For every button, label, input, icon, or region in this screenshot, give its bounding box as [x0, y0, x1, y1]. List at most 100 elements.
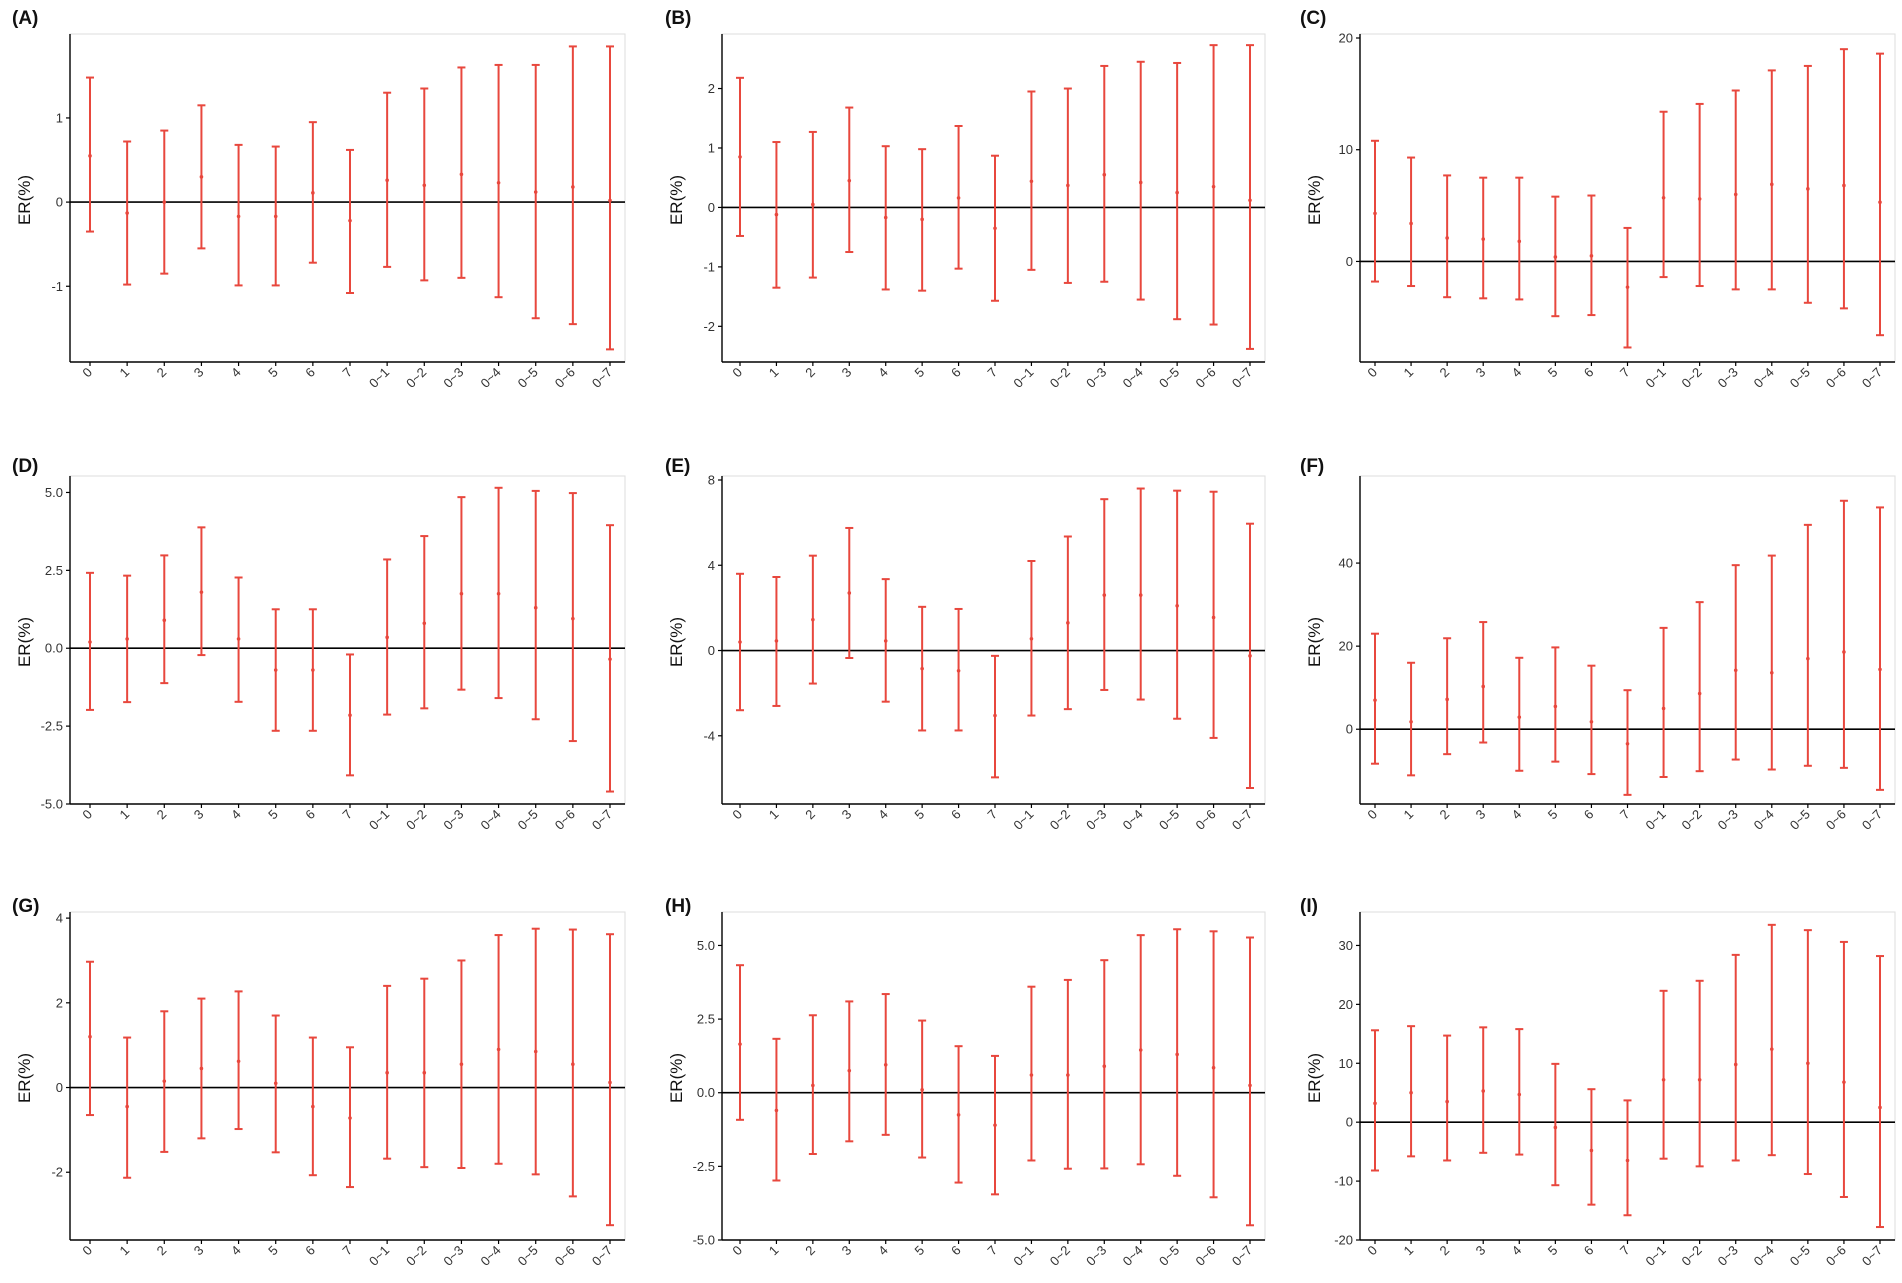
- estimate-point: [920, 217, 924, 222]
- x-tick-label: 0~6: [552, 1243, 578, 1269]
- estimate-point: [1175, 190, 1179, 195]
- x-tick-label: 1: [1400, 807, 1416, 823]
- error-bar: [1695, 979, 1704, 1168]
- x-tick-label: 4: [228, 365, 244, 381]
- x-tick-label: 0~1: [1010, 365, 1036, 391]
- y-tick-label: 10: [1339, 1056, 1353, 1071]
- error-bar: [197, 526, 206, 657]
- estimate-point: [1066, 1073, 1070, 1077]
- panel-label: (E): [665, 456, 690, 477]
- estimate-point: [1589, 1148, 1594, 1153]
- y-axis-label: ER(%): [1305, 1053, 1324, 1103]
- y-tick-label: -1: [51, 279, 63, 294]
- error-bar: [606, 45, 614, 351]
- error-bar: [1136, 487, 1145, 701]
- estimate-point: [920, 1087, 924, 1092]
- estimate-point: [496, 1047, 501, 1052]
- x-tick-label: 0: [729, 807, 745, 823]
- estimate-point: [459, 591, 464, 596]
- error-bar: [1551, 1062, 1560, 1187]
- x-tick-label: 0~7: [1859, 807, 1885, 833]
- estimate-point: [1445, 236, 1449, 240]
- estimate-point: [1769, 670, 1774, 675]
- estimate-point: [1211, 184, 1216, 189]
- error-bar: [772, 1037, 781, 1182]
- x-tick-label: 5: [265, 807, 281, 823]
- y-axis-label: ER(%): [667, 617, 686, 667]
- x-tick-label: 0~5: [1787, 365, 1813, 391]
- y-tick-label: 0.0: [45, 641, 63, 656]
- estimate-point: [422, 1070, 427, 1075]
- x-tick-label: 0~1: [366, 807, 392, 833]
- x-tick-label: 0: [79, 365, 95, 381]
- estimate-point: [774, 639, 779, 643]
- error-bar: [954, 607, 963, 732]
- estimate-point: [1697, 1077, 1702, 1082]
- error-bar: [881, 993, 890, 1136]
- y-tick-label: 1: [56, 110, 63, 125]
- estimate-point: [125, 637, 129, 641]
- x-tick-label: 0~3: [1715, 807, 1741, 833]
- error-bar: [383, 558, 392, 716]
- estimate-point: [608, 1080, 612, 1085]
- x-tick-label: 0~2: [1047, 1243, 1073, 1269]
- estimate-point: [199, 590, 204, 594]
- error-bar: [991, 154, 999, 302]
- estimate-point: [993, 713, 997, 718]
- panel-7: (G) ER(%) 4 2 0 -2 0 1 2 3 4 5 6 7 0~1 0~2 0~3 0~4 0~5 0~6 0…: [12, 896, 626, 1269]
- y-tick-label: 4: [708, 558, 715, 573]
- x-tick-label: 4: [1509, 807, 1525, 823]
- y-tick-label: 0: [56, 1080, 63, 1095]
- error-bar: [1767, 69, 1776, 291]
- error-bar: [1407, 661, 1416, 777]
- estimate-point: [162, 200, 167, 204]
- x-tick-label: 5: [912, 807, 928, 823]
- estimate-point: [1589, 719, 1594, 724]
- x-tick-label: 0~2: [1047, 807, 1073, 833]
- error-bar: [86, 960, 94, 1117]
- error-bar: [271, 608, 280, 732]
- x-tick-label: 0~5: [515, 807, 541, 833]
- error-bar: [954, 124, 963, 270]
- estimate-point: [422, 183, 427, 188]
- error-bar: [606, 933, 614, 1227]
- y-tick-label: 20: [1339, 639, 1353, 654]
- x-tick-label: 3: [1473, 1243, 1489, 1259]
- estimate-point: [1517, 715, 1522, 719]
- y-tick-label: -4: [703, 728, 715, 743]
- x-tick-label: 6: [302, 365, 318, 381]
- y-tick-label: 0.0: [697, 1085, 715, 1100]
- x-tick-label: 6: [1581, 365, 1597, 381]
- x-tick-label: 6: [1581, 807, 1597, 823]
- estimate-point: [1138, 180, 1143, 185]
- estimate-point: [811, 617, 815, 622]
- x-tick-label: 4: [1509, 365, 1525, 381]
- panel-2: (B) ER(%) 2 1 0 -1 -2 0 1 2 3 4 5 6 7 0~1 0~2 0~3 0~4 0~5 0~…: [665, 8, 1266, 391]
- y-tick-label: -10: [1334, 1174, 1353, 1189]
- estimate-point: [1661, 195, 1666, 200]
- error-bar: [123, 140, 132, 286]
- estimate-point: [199, 175, 204, 179]
- y-axis-label: ER(%): [15, 175, 34, 225]
- error-bar: [234, 143, 243, 287]
- estimate-point: [1769, 182, 1774, 187]
- x-tick-label: 0~6: [1823, 807, 1849, 833]
- estimate-point: [1842, 1080, 1846, 1084]
- error-bar: [1731, 953, 1740, 1162]
- estimate-point: [533, 190, 538, 194]
- error-bar: [1407, 1025, 1416, 1158]
- x-tick-label: 3: [1473, 807, 1489, 823]
- x-tick-label: 0~4: [1751, 365, 1777, 391]
- x-tick-label: 0~2: [1679, 1243, 1705, 1269]
- x-tick-label: 3: [839, 365, 855, 381]
- y-tick-label: 0: [1346, 254, 1353, 269]
- x-tick-label: 0~6: [552, 807, 578, 833]
- error-bar: [881, 145, 890, 291]
- estimate-point: [1842, 650, 1846, 654]
- error-bar: [308, 608, 317, 732]
- estimate-point: [236, 1059, 241, 1064]
- error-bar: [1587, 664, 1596, 776]
- y-tick-label: 10: [1339, 142, 1353, 157]
- estimate-point: [1553, 255, 1558, 259]
